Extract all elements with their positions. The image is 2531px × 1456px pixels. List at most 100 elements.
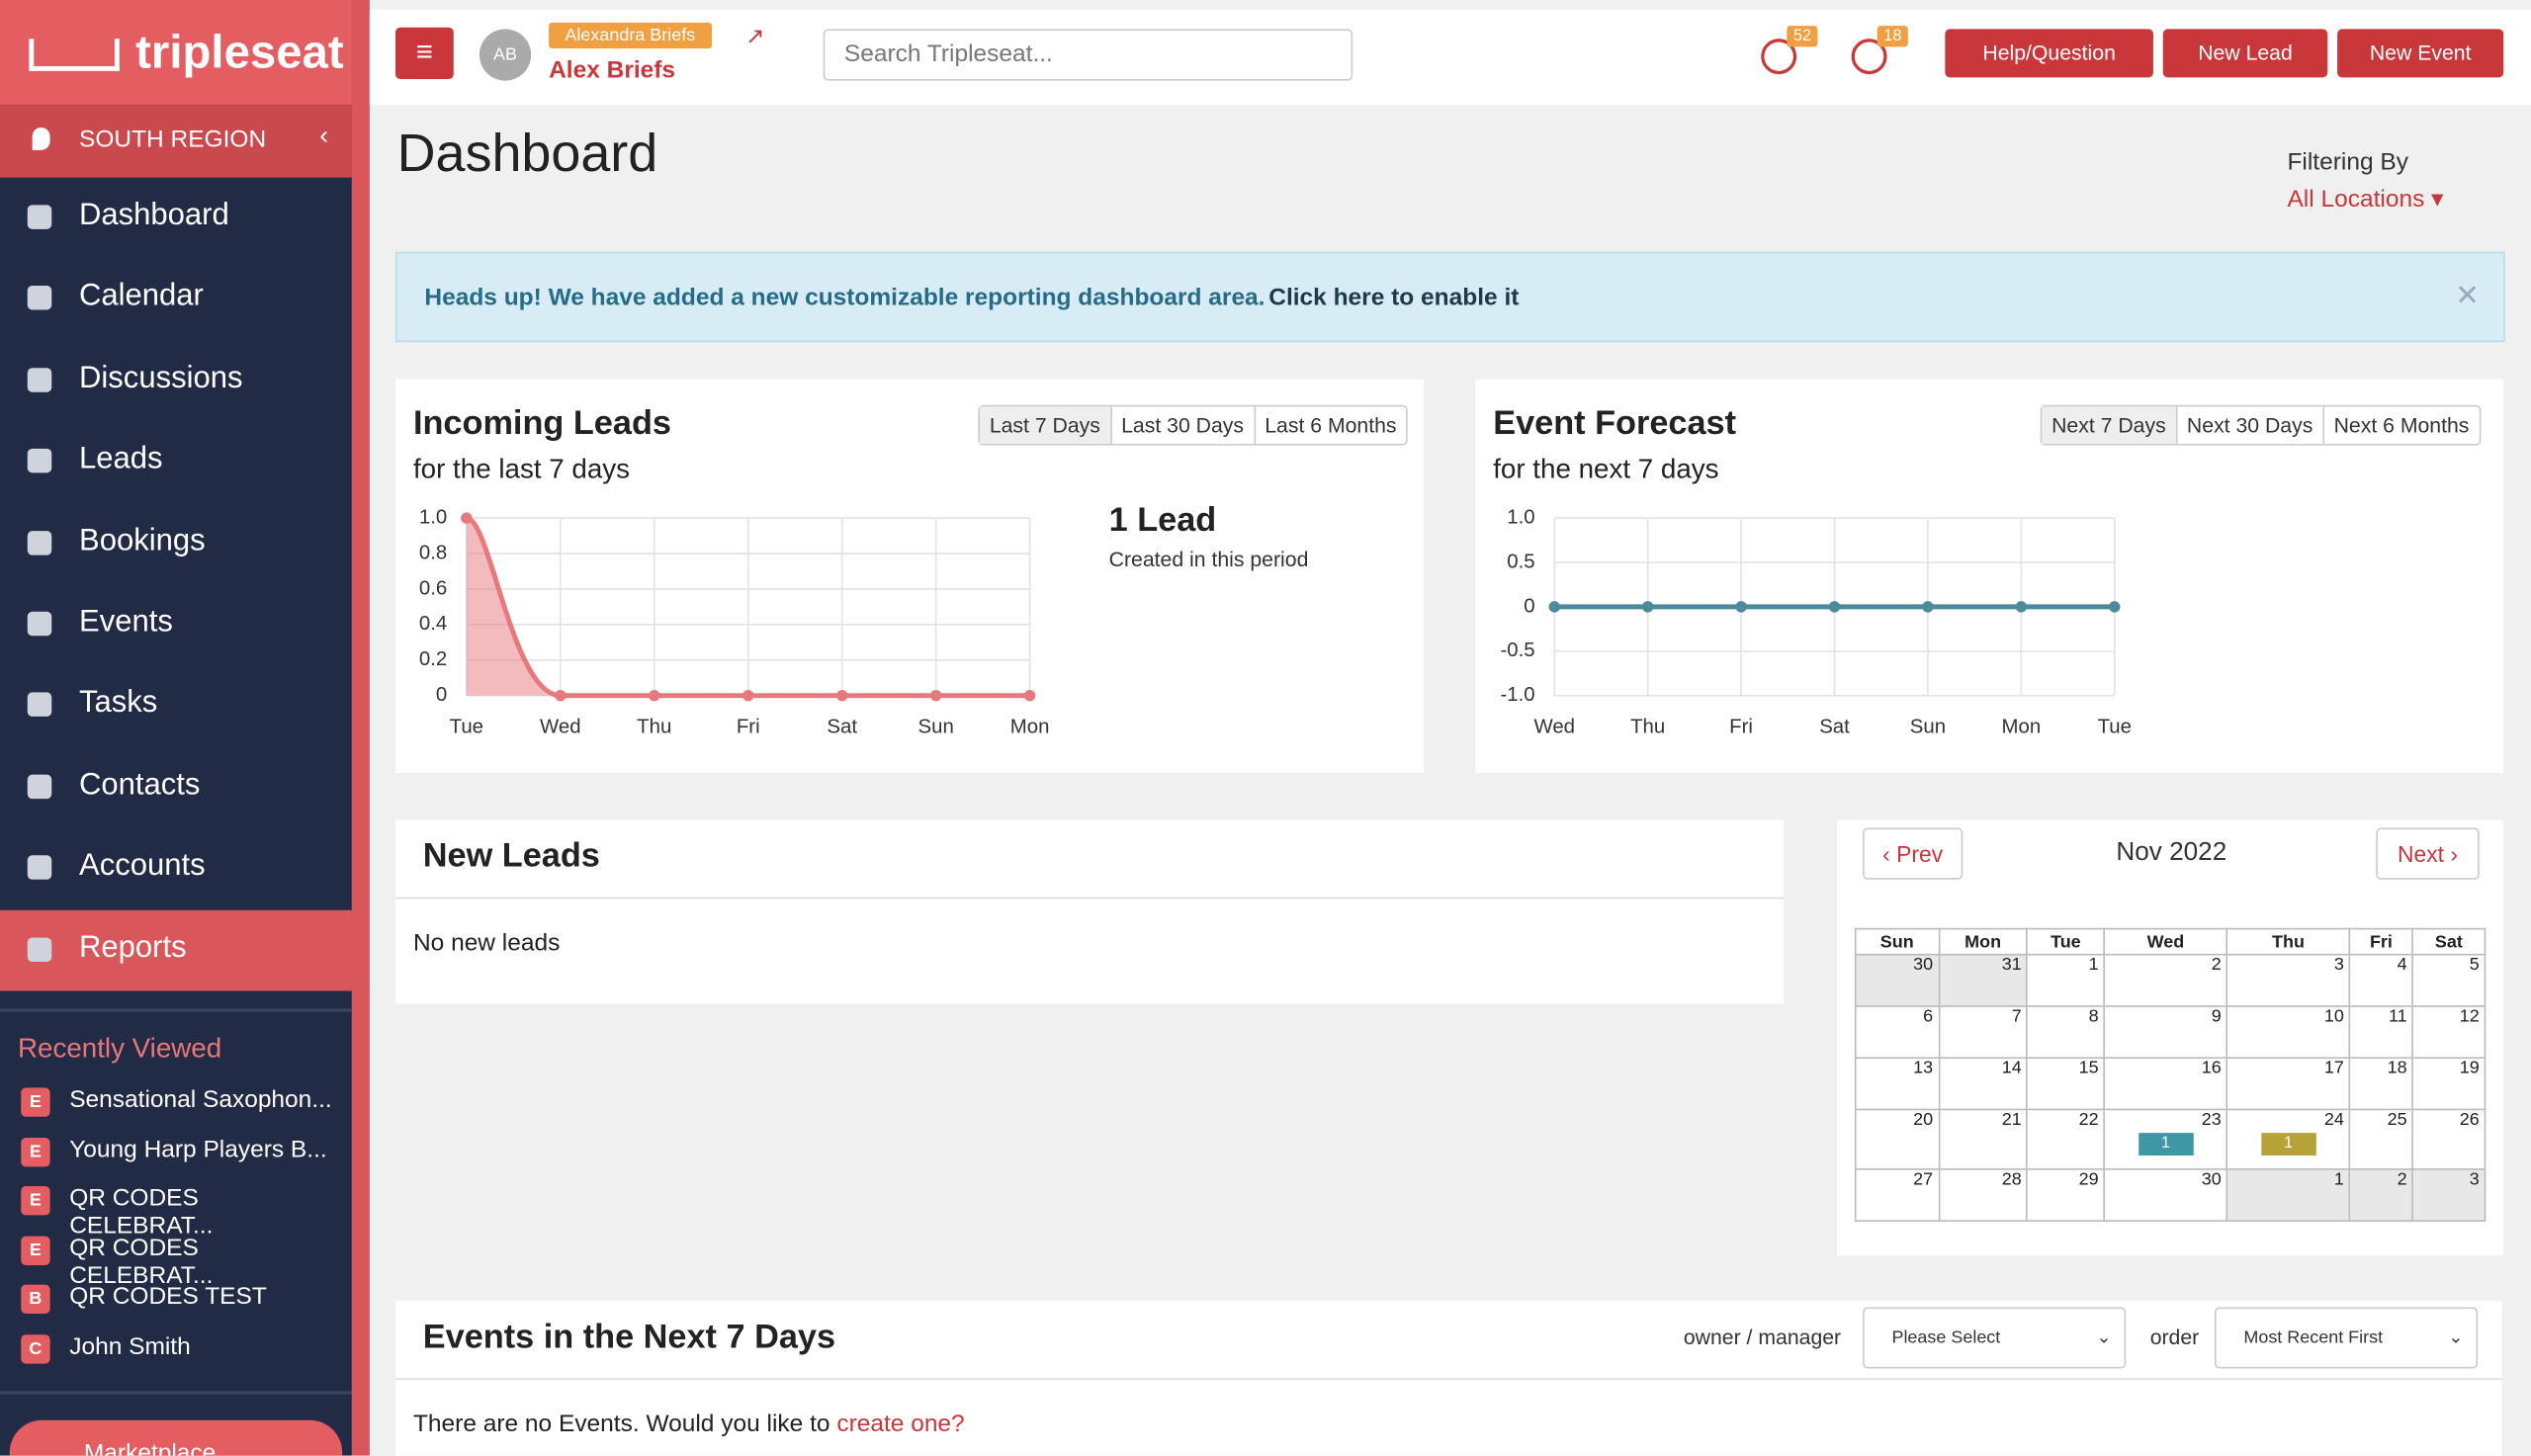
recent-item[interactable]: E QR CODES CELEBRAT... [18, 1181, 349, 1240]
day-cell[interactable]: 12 [2411, 1005, 2487, 1060]
x-tick-label: Tue [450, 717, 483, 738]
range-option[interactable]: Last 30 Days [1109, 406, 1254, 444]
day-cell[interactable]: 30 [1854, 953, 1940, 1007]
user-name[interactable]: Alex Briefs [549, 56, 676, 84]
day-cell[interactable]: 21 [1937, 1108, 2029, 1170]
day-cell[interactable]: 11 [2348, 1005, 2414, 1060]
card-title: Events in the Next 7 Days [422, 1318, 836, 1356]
recent-item[interactable]: E QR CODES CELEBRAT... [18, 1231, 349, 1289]
nav-item[interactable]: Events [0, 584, 352, 665]
nav-item[interactable]: Dashboard [0, 178, 352, 259]
nav-item[interactable]: Discussions [0, 340, 352, 421]
avatar[interactable]: AB [479, 29, 532, 81]
point [1828, 601, 1841, 613]
point [649, 689, 660, 702]
week-row: 13 14 15 16 17 18 19 [1854, 1057, 2487, 1111]
event-count[interactable]: 1 [2260, 1133, 2316, 1156]
day-cell[interactable]: 2 [2348, 1168, 2414, 1222]
point [555, 689, 567, 702]
external-link-icon[interactable]: ↗ [745, 22, 765, 48]
recent-item[interactable]: E Sensational Saxophon... [18, 1083, 349, 1122]
day-cell[interactable]: 4 [2348, 953, 2414, 1007]
nav-item[interactable]: Leads [0, 421, 352, 502]
day-cell[interactable]: 5 [2411, 953, 2487, 1007]
day-cell[interactable]: 3 [2226, 953, 2351, 1007]
day-cell[interactable]: 31 [1937, 953, 2029, 1007]
point [1023, 689, 1036, 702]
create-link[interactable]: create one? [836, 1410, 965, 1438]
day-cell[interactable]: 24 1 [2226, 1108, 2351, 1170]
nav-item[interactable]: Accounts [0, 828, 352, 909]
card-subtitle: for the next 7 days [1493, 453, 1719, 484]
next-button[interactable]: Next › [2376, 827, 2480, 880]
day-cell[interactable]: 9 [2103, 1005, 2228, 1060]
day-cell[interactable]: 29 [2026, 1168, 2106, 1222]
recent-item[interactable]: C John Smith [18, 1328, 349, 1367]
day-cell[interactable]: 25 [2348, 1108, 2414, 1170]
day-cell[interactable]: 6 [1854, 1005, 1940, 1060]
day-cell[interactable]: 17 [2226, 1057, 2351, 1111]
alert-link[interactable]: Click here to enable it [1268, 284, 1520, 312]
prev-button[interactable]: ‹ Prev [1863, 827, 1964, 880]
day-cell[interactable]: 22 [2026, 1108, 2106, 1170]
notification-icon[interactable] [1851, 39, 1887, 75]
menu-button[interactable]: ≡ [394, 27, 454, 79]
header-button[interactable]: Help/Question [1945, 29, 2153, 78]
day-cell[interactable]: 28 [1937, 1168, 2029, 1222]
day-cell[interactable]: 10 [2226, 1005, 2351, 1060]
header-button[interactable]: New Lead [2162, 29, 2328, 78]
owner-select[interactable]: Please Select ⌄ [1863, 1307, 2127, 1369]
day-cell[interactable]: 19 [2411, 1057, 2487, 1111]
day-cell[interactable]: 7 [1937, 1005, 2029, 1060]
point [461, 512, 473, 524]
recent-item[interactable]: B QR CODES TEST [18, 1280, 349, 1319]
day-cell[interactable]: 26 [2411, 1108, 2487, 1170]
notification-icon[interactable] [1761, 39, 1797, 75]
lead-summary-note: Created in this period [1108, 547, 1309, 571]
order-select[interactable]: Most Recent First ⌄ [2214, 1307, 2479, 1369]
day-number: 25 [2387, 1110, 2407, 1130]
day-cell[interactable]: 15 [2026, 1057, 2106, 1111]
filter-value[interactable]: All Locations ▾ [2287, 185, 2444, 214]
day-cell[interactable]: 2 [2103, 953, 2228, 1007]
marketplace-button[interactable]: Marketplace [9, 1419, 343, 1456]
close-button[interactable]: ✕ [2455, 279, 2480, 312]
nav-item[interactable]: Contacts [0, 747, 352, 828]
day-cell[interactable]: 3 [2411, 1168, 2487, 1222]
day-cell[interactable]: 23 1 [2103, 1108, 2228, 1170]
alert-text: Heads up! We have added a new customizab… [424, 284, 1266, 312]
day-cell[interactable]: 1 [2226, 1168, 2351, 1222]
range-option[interactable]: Next 6 Months [2322, 406, 2479, 444]
collapse-icon[interactable]: ‹ [319, 123, 328, 150]
day-cell[interactable]: 14 [1937, 1057, 2029, 1111]
day-cell[interactable]: 30 [2103, 1168, 2228, 1222]
nav-item[interactable]: Tasks [0, 665, 352, 746]
range-option[interactable]: Next 7 Days [2042, 406, 2176, 444]
item-label: Young Harp Players B... [69, 1135, 327, 1163]
point [1735, 601, 1747, 613]
week-row: 27 28 29 30 1 2 3 [1854, 1168, 2487, 1222]
day-number: 17 [2323, 1059, 2344, 1078]
nav-item[interactable]: Calendar [0, 259, 352, 340]
range-option[interactable]: Next 30 Days [2175, 406, 2323, 444]
day-number: 21 [2001, 1110, 2022, 1130]
day-cell[interactable]: 1 [2026, 953, 2106, 1007]
range-option[interactable]: Last 6 Months [1253, 406, 1407, 444]
search-input[interactable]: Search Tripleseat... [823, 29, 1353, 81]
event-count[interactable]: 1 [2138, 1133, 2194, 1156]
range-option[interactable]: Last 7 Days [980, 406, 1110, 444]
day-cell[interactable]: 16 [2103, 1057, 2228, 1111]
nav-item[interactable]: Bookings [0, 503, 352, 584]
day-cell[interactable]: 27 [1854, 1168, 1940, 1222]
region-selector[interactable]: SOUTH REGION ‹ [0, 105, 352, 178]
day-cell[interactable]: 13 [1854, 1057, 1940, 1111]
day-cell[interactable]: 8 [2026, 1005, 2106, 1060]
day-cell[interactable]: 20 [1854, 1108, 1940, 1170]
item-badge: E [21, 1185, 50, 1216]
recent-item[interactable]: E Young Harp Players B... [18, 1132, 349, 1170]
day-cell[interactable]: 18 [2348, 1057, 2414, 1111]
header-button[interactable]: New Event [2337, 29, 2504, 78]
calendar-grid: Sun Mon Tue Wed Thu Fri Sat 30 31 1 2 3 4 5 6 7 8 9 10 11 12… [1854, 927, 2487, 1222]
logo[interactable]: tripleseat [0, 0, 352, 106]
nav-item[interactable]: Reports [0, 909, 352, 990]
